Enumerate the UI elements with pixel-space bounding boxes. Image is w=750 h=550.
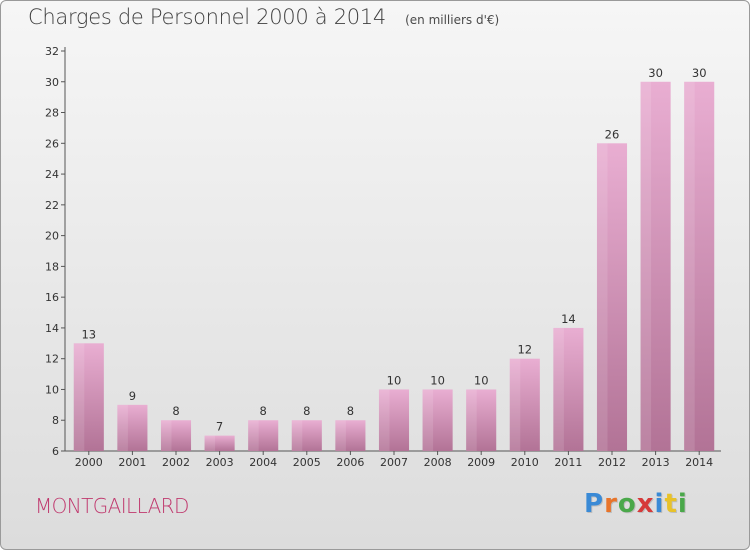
brand-letter: t xyxy=(664,489,678,519)
y-tick-label: 26 xyxy=(45,137,59,150)
x-tick-label: 2011 xyxy=(554,456,582,469)
bar-highlight-2008 xyxy=(422,389,434,451)
y-tick-label: 16 xyxy=(45,291,59,304)
data-label-2012: 26 xyxy=(605,127,620,141)
data-label-2000: 13 xyxy=(81,327,96,341)
bar-2014 xyxy=(684,81,715,452)
brand-letter: i xyxy=(677,489,688,519)
axes: 6 8 10 12 14 16 18 20 22 24 26 28 30 32 2000 2001 2002 20… xyxy=(45,45,721,469)
bar-2011 xyxy=(553,327,584,451)
x-tick-label: 2012 xyxy=(598,456,626,469)
location-name: MONTGAILLARD xyxy=(35,494,189,518)
y-tick-label: 8 xyxy=(52,414,59,427)
bar-highlight-2011 xyxy=(553,327,564,451)
bar-2012 xyxy=(596,143,628,452)
data-label-2002: 8 xyxy=(172,404,179,418)
chart-title: Charges de Personnel 2000 à 2014 xyxy=(28,5,386,29)
data-labels: 13 9 8 7 8 8 8 10 10 10 12 14 26 30 30 xyxy=(81,66,706,434)
bar-highlight-2013 xyxy=(640,81,652,452)
bar-highlight-2005 xyxy=(291,420,303,451)
x-tick-label: 2002 xyxy=(162,456,190,469)
data-label-2009: 10 xyxy=(474,373,489,387)
bar-2013 xyxy=(640,81,671,452)
y-tick-label: 30 xyxy=(45,76,59,89)
x-tick-label: 2003 xyxy=(206,456,234,469)
data-label-2008: 10 xyxy=(430,373,445,387)
data-label-2003: 7 xyxy=(216,420,223,434)
x-tick-label: 2010 xyxy=(511,456,539,469)
bar-highlight-2000 xyxy=(73,343,85,451)
y-tick-label: 24 xyxy=(45,168,59,181)
data-label-2013: 30 xyxy=(648,66,663,80)
bar-highlight-2007 xyxy=(378,389,390,451)
bar-highlight-2003 xyxy=(204,435,216,451)
y-tick-label: 18 xyxy=(45,260,59,273)
brand-letter: o xyxy=(617,489,637,519)
bar-highlight-2012 xyxy=(596,143,608,452)
x-tick-label: 2009 xyxy=(467,456,495,469)
bar-highlight-2001 xyxy=(117,404,128,451)
bar-2004 xyxy=(248,420,279,451)
bar-2003 xyxy=(204,435,235,451)
y-tick-label: 10 xyxy=(45,383,59,396)
bar-highlight-2010 xyxy=(509,358,521,451)
bar-2009 xyxy=(466,389,497,451)
x-tick-label: 2000 xyxy=(75,456,103,469)
bar-highlight-2014 xyxy=(684,81,695,452)
y-tick-label: 28 xyxy=(45,107,59,120)
bar-highlight-2004 xyxy=(248,420,259,451)
data-label-2010: 12 xyxy=(517,343,532,357)
bar-2002 xyxy=(160,420,192,451)
chart-subtitle: (en milliers d'€) xyxy=(405,13,500,27)
y-tick-label: 32 xyxy=(45,45,59,58)
data-label-2004: 8 xyxy=(260,404,267,418)
x-tick-label: 2006 xyxy=(336,456,364,469)
x-tick-label: 2013 xyxy=(642,456,670,469)
proxiti-logo: Proxiti xyxy=(584,489,688,519)
brand-letter: r xyxy=(604,489,618,519)
bar-2000 xyxy=(73,343,104,451)
x-tick-label: 2001 xyxy=(118,456,146,469)
bar-2006 xyxy=(335,420,366,451)
x-tick-label: 2014 xyxy=(685,456,713,469)
bar-2007 xyxy=(378,389,410,451)
brand-letter: P xyxy=(584,489,605,519)
y-tick-label: 14 xyxy=(45,322,59,335)
data-label-2005: 8 xyxy=(303,404,310,418)
x-tick-label: 2007 xyxy=(380,456,408,469)
x-tick-label: 2005 xyxy=(293,456,321,469)
bars xyxy=(73,81,715,452)
y-tick-label: 20 xyxy=(45,230,59,243)
data-label-2014: 30 xyxy=(692,66,707,80)
data-label-2007: 10 xyxy=(387,373,402,387)
bar-highlight-2006 xyxy=(335,420,346,451)
y-tick-label: 22 xyxy=(45,199,59,212)
x-tick-label: 2004 xyxy=(249,456,277,469)
brand-letter: x xyxy=(636,489,655,519)
brand-letter: i xyxy=(654,489,665,519)
bar-highlight-2002 xyxy=(160,420,172,451)
x-tick-label: 2008 xyxy=(424,456,452,469)
data-label-2006: 8 xyxy=(347,404,354,418)
y-tick-label: 12 xyxy=(45,353,59,366)
data-label-2001: 9 xyxy=(129,389,136,403)
y-tick-label: 6 xyxy=(52,445,59,458)
bar-2010 xyxy=(509,358,540,451)
bar-2008 xyxy=(422,389,453,451)
data-label-2011: 14 xyxy=(561,312,576,326)
bar-2001 xyxy=(117,404,148,451)
title-row: Charges de Personnel 2000 à 2014 (en mil… xyxy=(28,5,499,29)
bar-highlight-2009 xyxy=(466,389,477,451)
bar-2005 xyxy=(291,420,322,451)
